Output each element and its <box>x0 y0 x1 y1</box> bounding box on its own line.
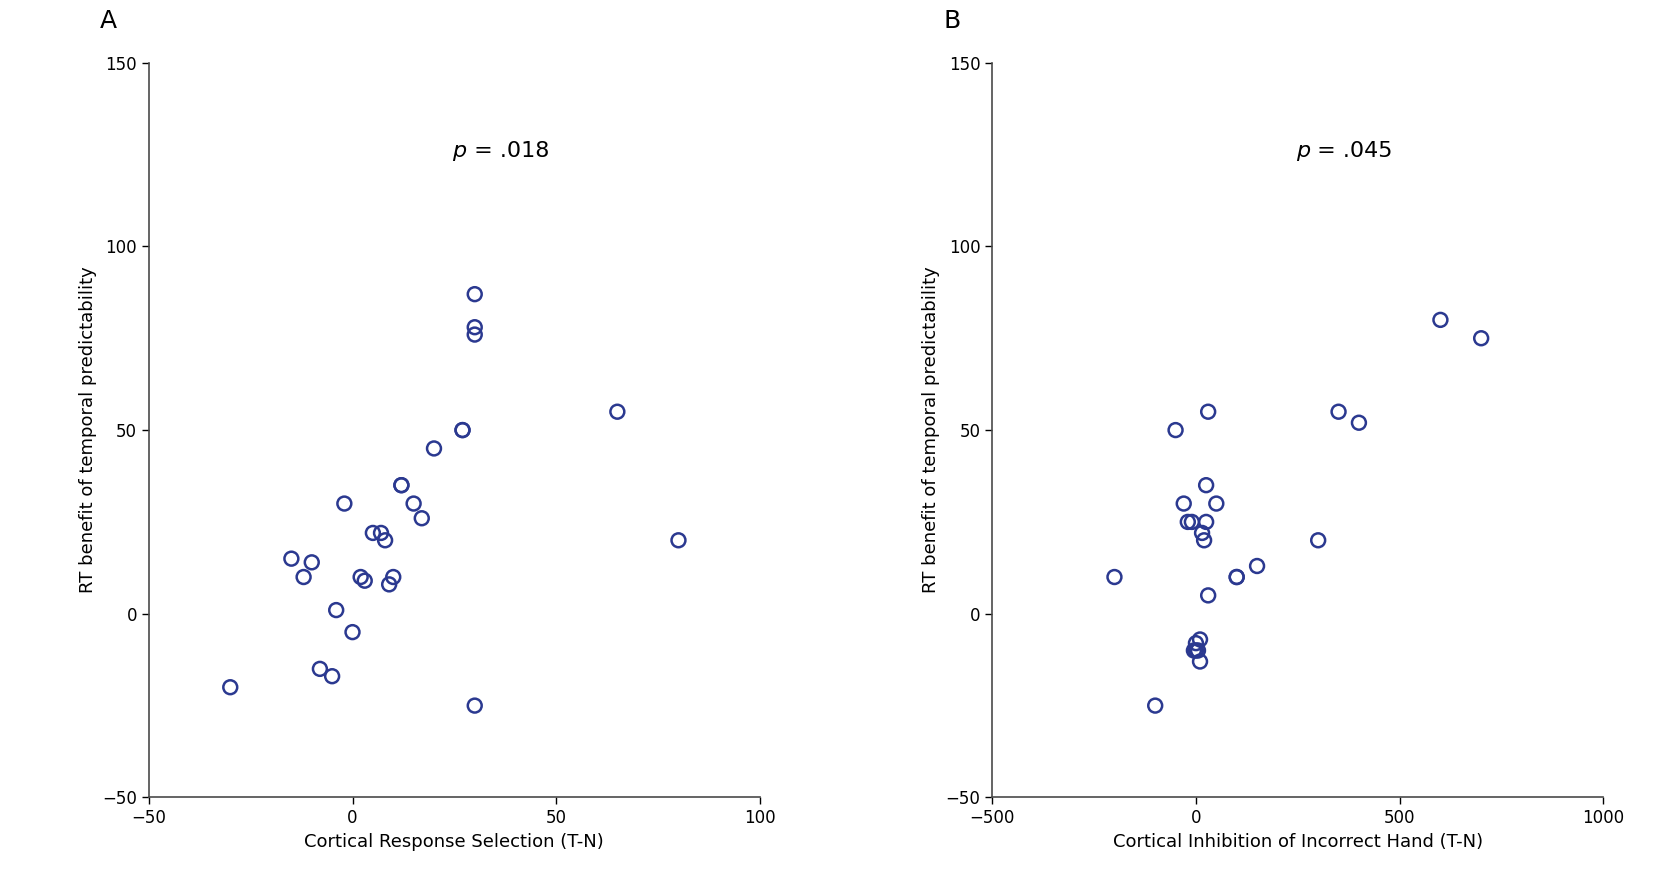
Point <box>1427 313 1453 327</box>
Point <box>1195 404 1222 418</box>
Point <box>369 526 395 540</box>
Point <box>307 661 334 676</box>
Point <box>1175 514 1202 529</box>
Point <box>1193 514 1220 529</box>
Point <box>400 496 426 511</box>
Text: = .045: = .045 <box>1311 141 1392 161</box>
Point <box>1468 331 1494 345</box>
Point <box>665 533 691 547</box>
Point <box>299 556 326 570</box>
Point <box>408 511 435 525</box>
Point <box>422 441 448 455</box>
Point <box>1243 559 1270 573</box>
Point <box>352 573 379 588</box>
Y-axis label: RT benefit of temporal predictability: RT benefit of temporal predictability <box>922 267 941 593</box>
Point <box>360 526 387 540</box>
Text: p: p <box>453 141 466 161</box>
Point <box>1203 496 1230 511</box>
X-axis label: Cortical Response Selection (T-N): Cortical Response Selection (T-N) <box>304 832 605 851</box>
Point <box>1190 533 1217 547</box>
Y-axis label: RT benefit of temporal predictability: RT benefit of temporal predictability <box>79 267 96 593</box>
Point <box>339 625 365 640</box>
Point <box>388 478 415 492</box>
Point <box>461 287 488 301</box>
Point <box>1180 643 1207 658</box>
Point <box>217 680 243 694</box>
Text: B: B <box>944 9 960 33</box>
Point <box>331 496 357 511</box>
Point <box>1184 643 1210 658</box>
Point <box>1184 636 1210 650</box>
Point <box>1170 496 1197 511</box>
Point <box>1185 643 1212 658</box>
Point <box>1223 570 1250 584</box>
Point <box>388 478 415 492</box>
Point <box>291 570 317 584</box>
Point <box>372 533 398 547</box>
Point <box>1195 588 1222 602</box>
Point <box>278 551 304 566</box>
Point <box>461 320 488 334</box>
Point <box>1223 570 1250 584</box>
Point <box>461 327 488 341</box>
Point <box>603 404 630 418</box>
Point <box>319 669 345 684</box>
Point <box>1142 699 1169 713</box>
X-axis label: Cortical Inhibition of Incorrect Hand (T-N): Cortical Inhibition of Incorrect Hand (T… <box>1112 832 1483 851</box>
Point <box>347 570 374 584</box>
Text: = .018: = .018 <box>466 141 549 161</box>
Point <box>1346 416 1372 430</box>
Point <box>1189 526 1215 540</box>
Point <box>1101 570 1127 584</box>
Text: p: p <box>1296 141 1311 161</box>
Point <box>380 570 407 584</box>
Point <box>375 577 402 591</box>
Point <box>1179 514 1205 529</box>
Point <box>450 423 476 437</box>
Point <box>1187 633 1213 647</box>
Point <box>450 423 476 437</box>
Point <box>1187 654 1213 668</box>
Point <box>322 603 349 617</box>
Point <box>461 699 488 713</box>
Point <box>1304 533 1331 547</box>
Point <box>1193 478 1220 492</box>
Text: A: A <box>99 9 117 33</box>
Point <box>1162 423 1189 437</box>
Point <box>1326 404 1352 418</box>
